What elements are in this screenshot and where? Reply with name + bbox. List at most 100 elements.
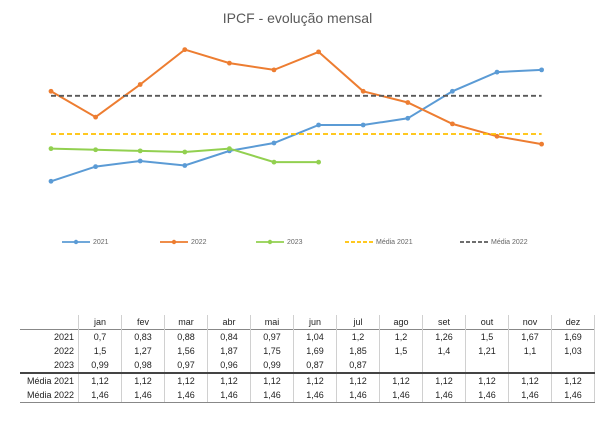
data-point-2022 — [227, 60, 232, 66]
chart-title: IPCF - evolução mensal — [222, 10, 373, 26]
data-point-2021 — [405, 115, 411, 121]
table-cell: 0,83 — [121, 329, 165, 344]
table-cell: 1,12 — [336, 372, 380, 388]
table-cell: 1,12 — [551, 372, 595, 388]
table-cell: 0,96 — [207, 358, 251, 373]
table-cell: 1,12 — [207, 372, 251, 388]
table-cell: 1,46 — [207, 388, 251, 403]
table-cell: 1,04 — [293, 329, 337, 344]
legend-label: Média 2021 — [376, 238, 413, 246]
table-cell: 1,69 — [293, 344, 337, 358]
data-point-2021 — [494, 69, 500, 75]
data-point-2021 — [360, 122, 366, 128]
table-row: 2021 0,7 0,83 0,88 0,84 0,97 1,04 1,2 1,2 1,26 1,5… — [20, 329, 595, 344]
table-row-label: Média 2021 — [20, 372, 79, 388]
table-column-header: mai — [250, 315, 294, 330]
table-cell: 0,88 — [164, 329, 208, 344]
table-cell: 1,75 — [250, 344, 294, 358]
table-row-label: 2022 — [20, 344, 79, 358]
table-cell: 1,12 — [164, 372, 208, 388]
data-point-2023 — [227, 146, 232, 152]
data-point-2023 — [271, 159, 277, 165]
table-cell: 0,97 — [164, 358, 208, 373]
data-point-2022 — [539, 141, 544, 147]
data-point-2021 — [450, 88, 455, 94]
table-cell: 1,46 — [121, 388, 165, 403]
table-column-header: abr — [207, 315, 251, 330]
table-cell — [508, 358, 552, 373]
table-cell: 1,46 — [78, 388, 122, 403]
table-cell: 1,46 — [508, 388, 552, 403]
series-line-2021 — [50, 68, 542, 183]
table-cell: 1,5 — [78, 344, 122, 358]
legend-label: 2022 — [191, 238, 207, 246]
table-cell: 0,99 — [78, 358, 122, 373]
table-cell: 1,1 — [508, 344, 552, 358]
data-point-2022 — [137, 82, 143, 87]
table-cell: 1,69 — [551, 329, 595, 344]
data-point-2021 — [93, 164, 98, 170]
table-cell: 1,67 — [508, 329, 552, 344]
table-cell: 1,46 — [293, 388, 337, 403]
table-cell: 1,5 — [465, 329, 509, 344]
chart-legend: 2021 2022 2023 Média 2021 Média 2022 — [0, 238, 595, 252]
table-header-row: jan fev mar abr mai jun jul ago set out nov dez — [20, 315, 595, 330]
table-cell: 1,12 — [78, 372, 122, 388]
data-table: jan fev mar abr mai jun jul ago set out nov dez 2021… — [20, 315, 595, 403]
data-point-2022 — [316, 49, 321, 55]
table-column-header: dez — [551, 315, 595, 330]
data-point-2023 — [182, 149, 188, 155]
legend-item-2023: 2023 — [256, 238, 303, 246]
data-point-2021 — [137, 158, 143, 164]
table-row-label: Média 2022 — [20, 388, 79, 403]
table-cell: 0,84 — [207, 329, 251, 344]
legend-item-m-dia-2022: Média 2022 — [460, 238, 528, 246]
table-column-header: jan — [78, 315, 122, 330]
table-cell: 1,27 — [121, 344, 165, 358]
table-column-header: ago — [379, 315, 423, 330]
table-cell: 1,2 — [336, 329, 380, 344]
data-point-2022 — [271, 67, 277, 73]
table-cell: 1,46 — [465, 388, 509, 403]
table-cell: 1,12 — [508, 372, 552, 388]
data-point-2022 — [48, 88, 54, 94]
table-cell — [379, 358, 423, 373]
table-column-header: nov — [508, 315, 552, 330]
legend-item-2021: 2021 — [62, 238, 109, 246]
data-point-2023 — [48, 146, 54, 152]
legend-swatch — [256, 239, 284, 245]
table-cell: 0,87 — [293, 358, 337, 373]
table-cell: 1,12 — [379, 372, 423, 388]
data-point-2022 — [450, 121, 455, 127]
table-row-label: 2021 — [20, 329, 79, 344]
table-cell: 1,12 — [422, 372, 466, 388]
data-point-2021 — [539, 67, 544, 73]
table-cell: 1,2 — [379, 329, 423, 344]
legend-label: 2021 — [93, 238, 109, 246]
table-cell: 1,46 — [379, 388, 423, 403]
table-row: Média 2022 1,46 1,46 1,46 1,46 1,46 1,46 1,46 1,… — [20, 388, 595, 403]
table-cell: 1,46 — [422, 388, 466, 403]
table-column-header: jul — [336, 315, 380, 330]
table-cell — [551, 358, 595, 373]
legend-label: Média 2022 — [491, 238, 528, 246]
data-point-2023 — [316, 159, 321, 165]
table-cell: 0,87 — [336, 358, 380, 373]
table-column-header: set — [422, 315, 466, 330]
table-row: 2022 1,5 1,27 1,56 1,87 1,75 1,69 1,85 1,5 1,4 1,2… — [20, 344, 595, 358]
data-point-2021 — [316, 122, 321, 128]
table-cell: 1,12 — [293, 372, 337, 388]
table-row: 2023 0,99 0,98 0,97 0,96 0,99 0,87 0,87 — [20, 358, 595, 373]
table-cell — [465, 358, 509, 373]
table-column-header: out — [465, 315, 509, 330]
table-cell: 1,87 — [207, 344, 251, 358]
legend-swatch — [345, 241, 373, 243]
table-cell: 1,46 — [336, 388, 380, 403]
table-cell: 1,12 — [465, 372, 509, 388]
data-point-2021 — [271, 140, 277, 146]
line-chart — [48, 47, 544, 184]
data-point-2022 — [93, 114, 98, 120]
data-point-2021 — [182, 163, 188, 168]
table-cell: 0,99 — [250, 358, 294, 373]
table-cell: 1,21 — [465, 344, 509, 358]
